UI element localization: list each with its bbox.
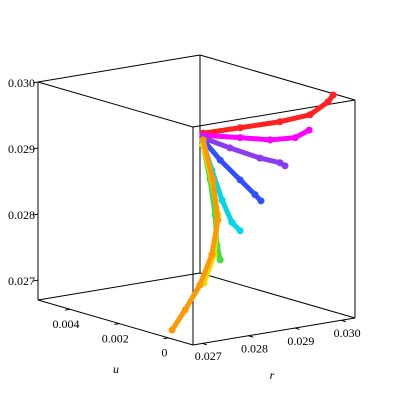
box-edge [37,272,201,301]
point [329,91,337,99]
point [236,227,244,235]
y-tick-label: 0.002 [102,331,129,345]
point [181,306,189,314]
x-tick-label: 0.029 [287,334,314,348]
z-tick [33,81,39,84]
point [214,216,222,224]
point [236,124,244,132]
point [199,136,207,144]
point [251,191,259,199]
z-tick-label: 0.027 [8,274,35,288]
z-tick [33,279,39,282]
x-tick-label: 0.027 [195,349,222,363]
point [257,197,265,205]
point [208,251,216,259]
y-tick [114,323,120,325]
box-edge [199,272,356,319]
box-edge [192,317,356,346]
point [305,126,313,134]
x-tick [340,319,346,323]
x-axis-label: r [270,368,275,382]
point [236,176,244,184]
z-tick-label: 0.028 [8,208,35,222]
point [256,154,264,162]
x-tick-label: 0.028 [241,341,268,355]
box-edge [37,54,201,83]
x-tick [202,342,208,346]
point [266,136,274,144]
point [306,111,314,119]
z-tick [33,147,39,150]
x-tick-label: 0.030 [334,326,361,340]
point [236,134,244,142]
z-tick-label: 0.029 [8,142,35,156]
y-tick-label: 0 [161,346,167,360]
point [291,134,299,142]
z-tick-label: 0.030 [8,76,35,90]
point [218,196,226,204]
x-tick [294,327,300,330]
point [216,156,224,164]
point [281,162,289,170]
point [324,98,332,106]
point [276,118,284,126]
series-line [169,137,221,333]
box-edge [37,81,194,128]
box-edge [199,54,356,101]
y-tick-label: 0.004 [52,317,79,331]
point [168,326,176,334]
y-axis-label: u [113,362,119,376]
point [209,176,217,184]
point [226,144,234,152]
y-tick [65,308,71,311]
y-tick [163,337,169,340]
point [196,281,204,289]
point [276,159,284,167]
point [216,256,224,264]
x-tick [248,335,254,338]
point [228,218,236,226]
box-edge [37,299,194,346]
z-tick [33,213,39,216]
